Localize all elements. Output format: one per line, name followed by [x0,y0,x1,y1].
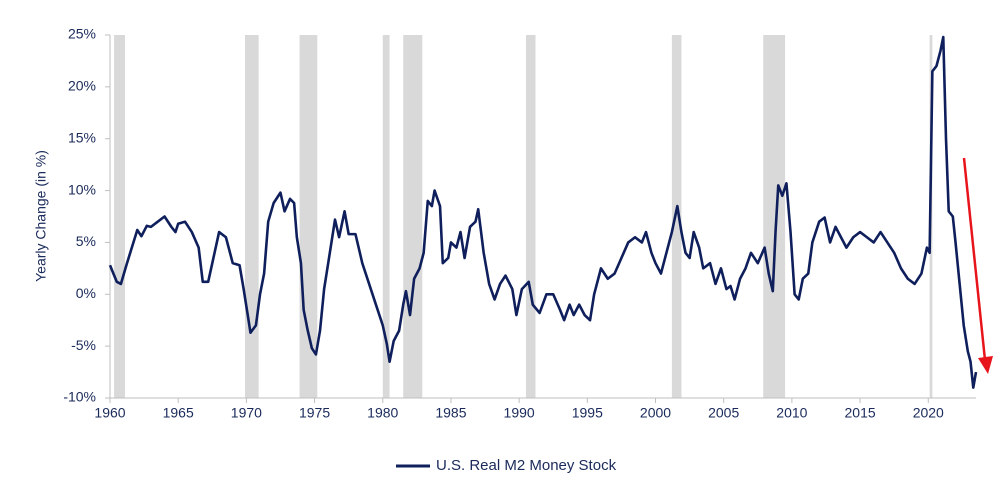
y-tick-label: -5% [71,337,96,353]
data-line [108,35,978,389]
recession-band [299,35,318,398]
y-tick-label: 10% [68,181,96,197]
recession-band [114,35,126,398]
y-tick-label: -10% [63,389,96,405]
y-tick-label: 25% [68,26,96,42]
x-tick-label: 1965 [163,405,194,421]
x-tick-label: 1970 [231,405,262,421]
recession-band [382,35,390,398]
y-tick-label: 15% [68,129,96,145]
recession-band [671,35,682,398]
y-tick-label: 20% [68,78,96,94]
x-tick-label: 2015 [845,405,876,421]
x-tick-label: 1960 [94,405,125,421]
recession-band [245,35,259,398]
y-tick-label: 5% [76,233,96,249]
recession-band [403,35,423,398]
x-tick-label: 1995 [572,405,603,421]
x-tick-label: 2005 [708,405,739,421]
recession-band [763,35,786,398]
x-tick-label: 1985 [435,405,466,421]
x-tick-label: 2010 [776,405,807,421]
x-tick-label: 1990 [504,405,535,421]
x-tick-label: 2000 [640,405,671,421]
recession-band [525,35,536,398]
x-tick-label: 1975 [299,405,330,421]
y-axis-label: Yearly Change (in %) [33,150,49,282]
trend-arrow [962,157,987,361]
x-tick-label: 2020 [913,405,944,421]
y-tick-label: 0% [76,285,96,301]
arrow-head [978,356,993,374]
legend-label: U.S. Real M2 Money Stock [436,457,617,474]
x-tick-label: 1980 [367,405,398,421]
